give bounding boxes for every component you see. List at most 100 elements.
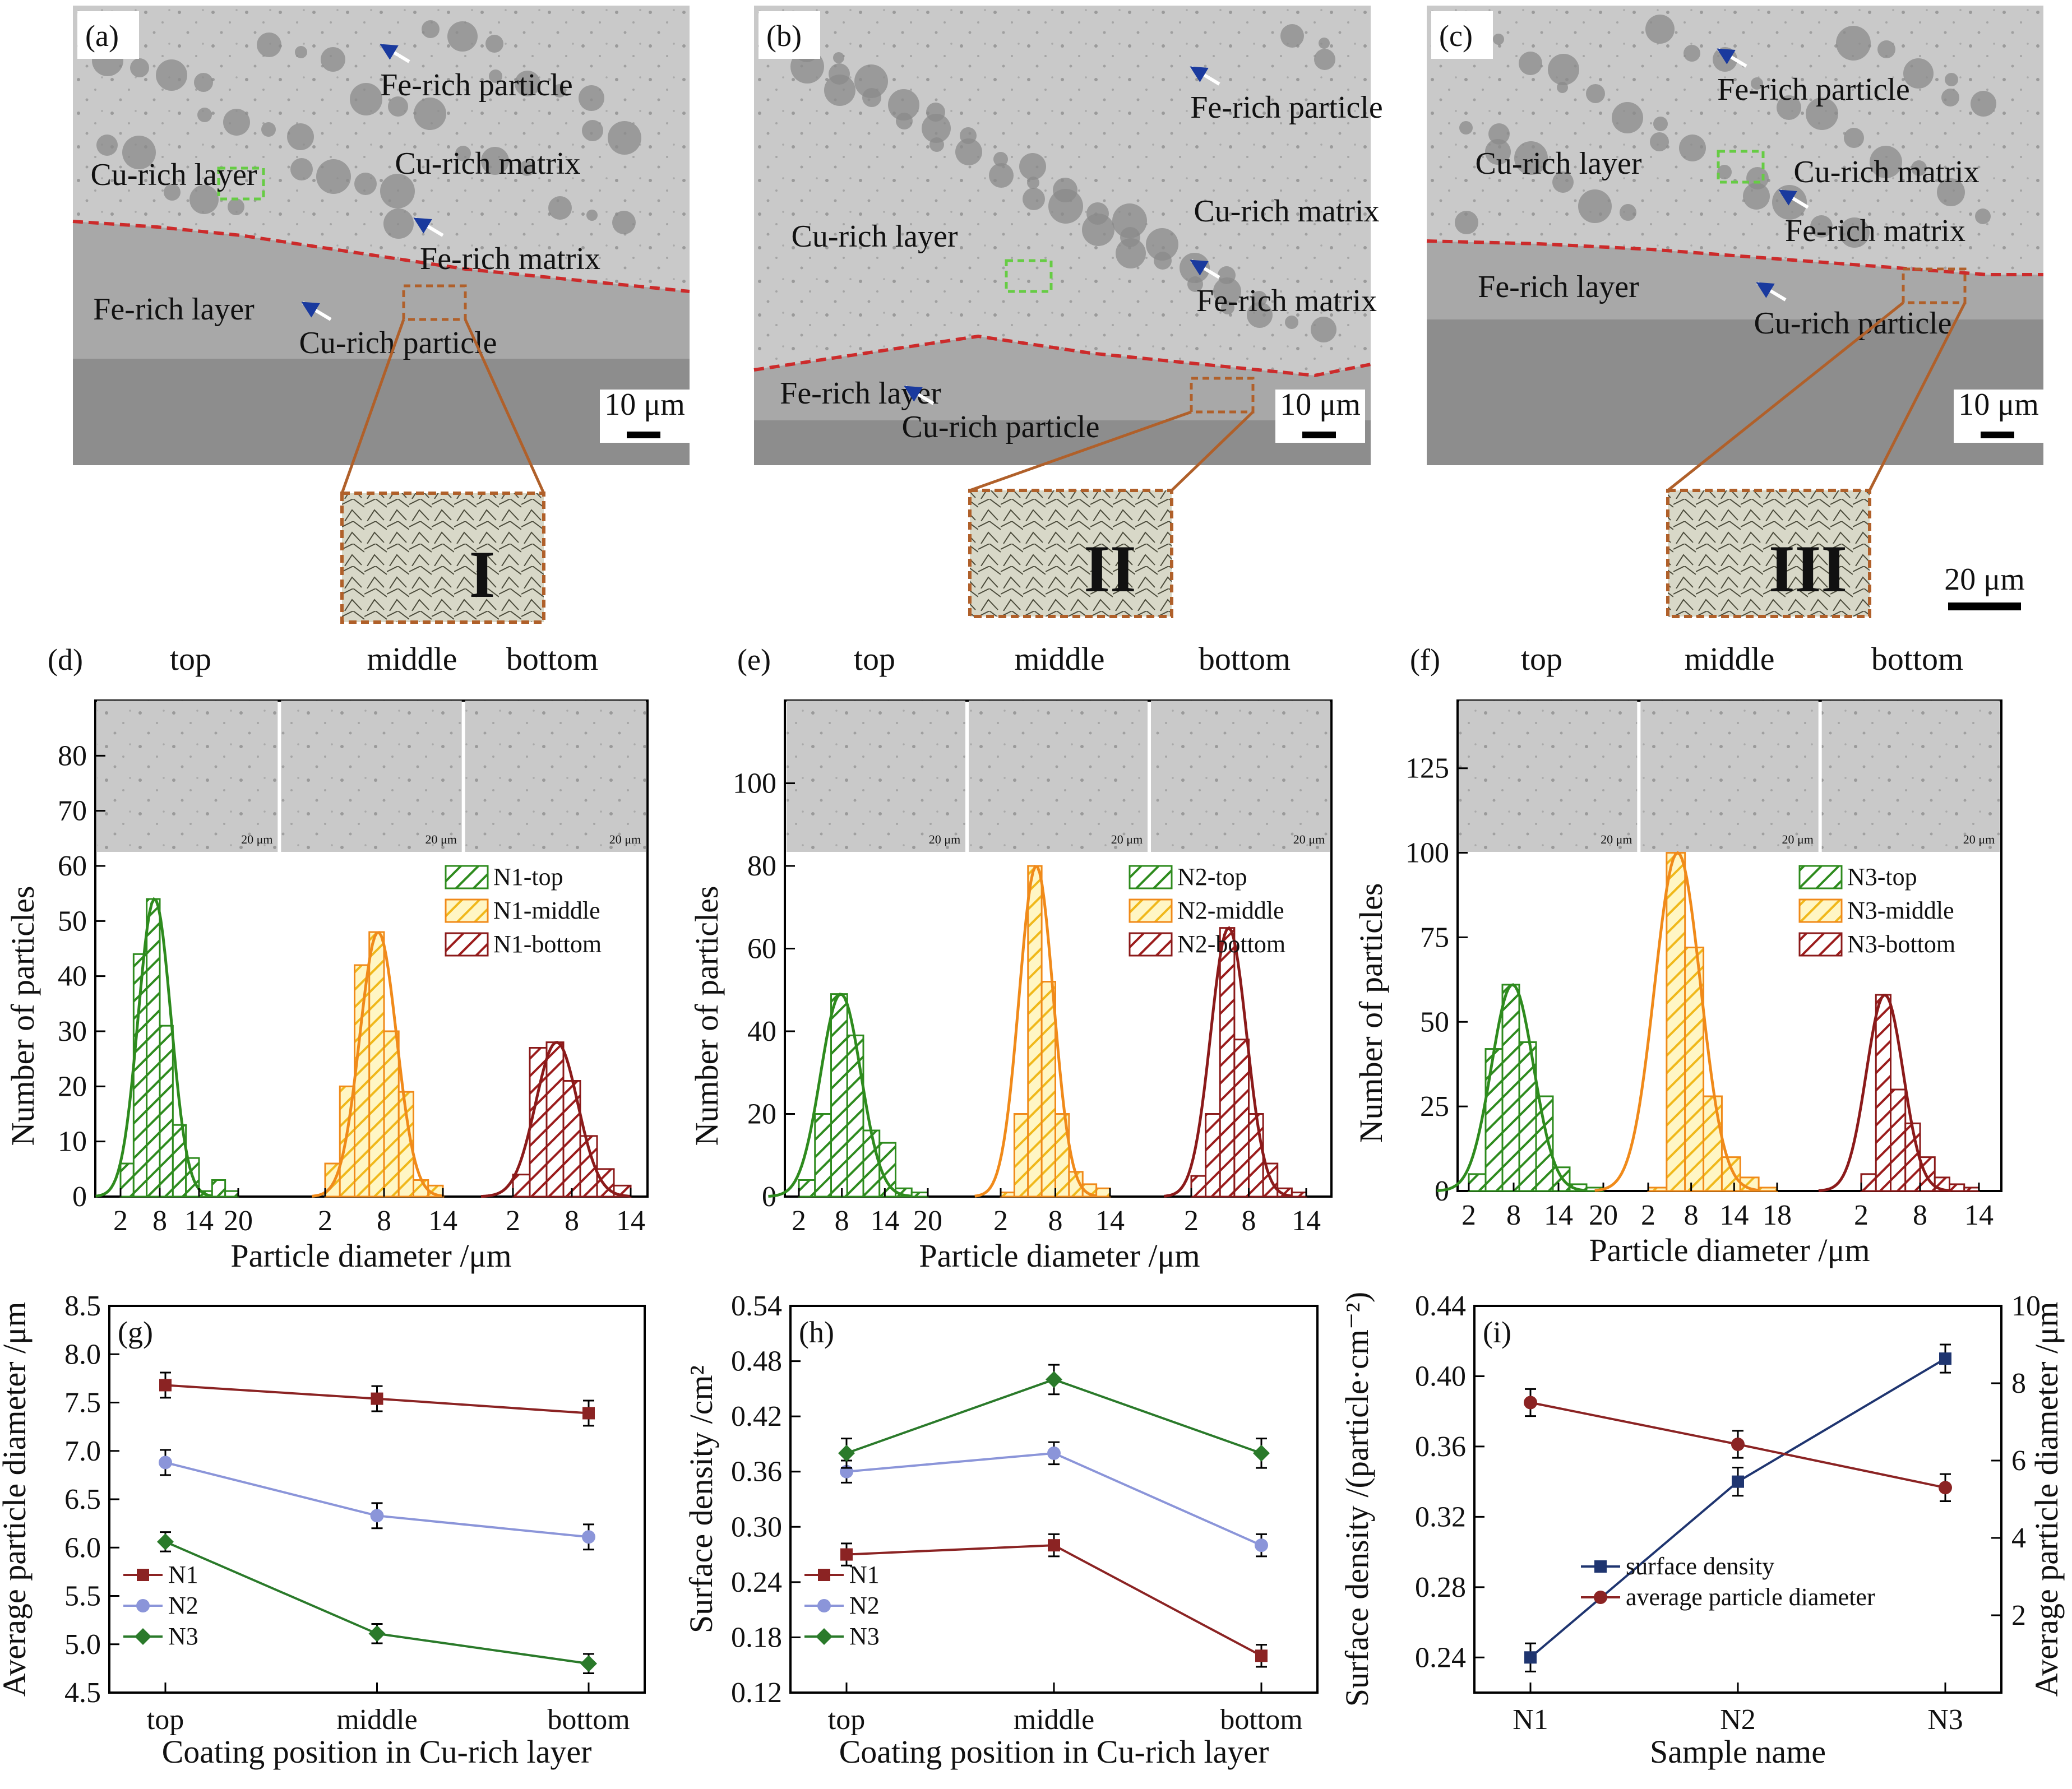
y-tick-label: 50 [1420,1006,1449,1038]
histogram-bar [119,1162,135,1198]
region-annotation: Cu-rich matrix [395,146,580,181]
data-point [1524,1651,1537,1664]
series-line [846,1452,1262,1546]
y-tick-label: 20 [58,1070,87,1102]
x-tick-label: 8 [835,1205,849,1237]
region-annotation: Fe-rich layer [1478,270,1639,304]
panel-label-bg [1431,11,1493,59]
y-tick-label: 0.24 [731,1566,782,1598]
fe-rich-particle-blob [1023,188,1045,210]
fe-rich-particle-blob [1285,316,1298,329]
x-tick-label: 20 [224,1205,253,1237]
histogram-bar [1647,1187,1668,1192]
y-right-tick-label: 4 [2011,1522,2026,1554]
scale-bar [1981,432,2014,438]
data-point [582,1530,595,1544]
y-tick-label: 5.5 [64,1581,101,1612]
y-axis-title: Surface density /(particle·cm⁻²) [1339,1292,1375,1707]
y-tick-label: 5.0 [64,1629,101,1661]
y-tick-label: 0.24 [1415,1642,1466,1674]
x-tick-label: N3 [1927,1704,1963,1736]
x-tick-label: middle [336,1704,417,1736]
interface-line [72,220,690,293]
x-tick-label: 8 [1684,1199,1699,1231]
position-label: top [1521,641,1562,677]
data-point [840,1548,853,1561]
y-tick-label: 0.28 [1415,1572,1466,1603]
optical-inset [340,492,545,624]
fe-rich-particle-blob [422,20,440,38]
micrograph-scale: 20 μm [241,832,272,846]
histogram-bar [910,1192,929,1198]
x-tick-label: 8 [1913,1199,1927,1231]
x-tick-label: 2 [318,1205,332,1237]
region-annotation: Cu-rich layer [1476,146,1642,181]
annotation-arrow [904,385,935,405]
legend-label: N1-bottom [493,930,602,958]
y-tick-label: 8.5 [64,1290,101,1322]
fe-rich-particle-blob [1578,189,1612,223]
histogram-bar [159,1025,174,1198]
histogram-bar [1095,1187,1111,1198]
fe-rich-particle-blob [824,75,855,106]
fe-rich-particle-blob [922,114,951,143]
fe-rich-particle-blob [156,59,187,91]
fe-rich-particle-blob [1112,203,1147,238]
x-tick-label: N1 [1513,1704,1548,1736]
legend-label: N3-top [1847,863,1917,891]
y-axis-title: Number of particles [4,886,41,1146]
legend-label: N2-bottom [1177,930,1285,958]
x-tick-label: 2 [993,1205,1008,1237]
x-axis-title: Particle diameter /μm [1589,1232,1870,1268]
inset-scale-label: 20 μm [1944,562,2025,597]
micrograph-scale: 20 μm [1601,832,1632,846]
particle-micrograph [97,701,278,852]
fe-rich-particle-blob [295,46,307,58]
particle-micrograph [281,701,462,852]
y-tick-label: 0.36 [1415,1431,1466,1463]
fe-rich-particle-blob [189,185,219,214]
data-point [136,1599,150,1612]
region-annotation: Fe-rich matrix [1785,214,1965,248]
fe-rich-particle-blob [1903,58,1934,89]
x-axis-title: Sample name [1650,1734,1826,1770]
x-tick-label: 14 [428,1205,457,1237]
green-marker-box [1005,259,1053,293]
scale-bar [627,432,660,438]
fe-rich-particle-blob [122,136,156,169]
legend-label: N3 [168,1623,198,1650]
fe-rich-particle-blob [1488,123,1510,145]
histogram-bar [1000,1192,1015,1198]
fe-rich-particle-blob [896,113,913,129]
fe-rich-particle-blob [888,89,919,120]
fe-rich-particle-blob [1839,217,1870,248]
histogram-bar [1890,1088,1907,1192]
x-tick-label: 2 [1854,1199,1868,1231]
legend-label: N3 [849,1623,880,1650]
region-annotation: Cu-rich layer [91,157,257,192]
fe-rich-particle-blob [261,122,276,137]
y-axis-title: Number of particles [688,886,725,1146]
fe-rich-particle-blob [1653,117,1668,131]
data-point [1939,1481,1952,1495]
fe-rich-particle-blob [414,98,446,130]
data-point [1048,1539,1060,1552]
legend-label: average particle diameter [1626,1583,1875,1611]
fe-rich-particle-blob [1746,167,1769,189]
annotation-arrow [301,301,332,321]
histogram-bar [1190,1175,1207,1198]
optical-inset [1666,489,1871,618]
scale-bar [1302,432,1336,438]
y-tick-label: 8.0 [64,1338,101,1370]
data-point [159,1379,172,1392]
x-tick-label: 8 [565,1205,579,1237]
histogram-bar [354,964,371,1198]
histogram-bar [814,1113,832,1198]
gaussian-fit-curve [1818,994,1951,1192]
panel-label: (g) [118,1315,153,1349]
annotation-arrow [1717,48,1747,68]
y-tick-label: 4.5 [64,1677,101,1709]
fe-rich-particle-blob [1751,77,1763,90]
